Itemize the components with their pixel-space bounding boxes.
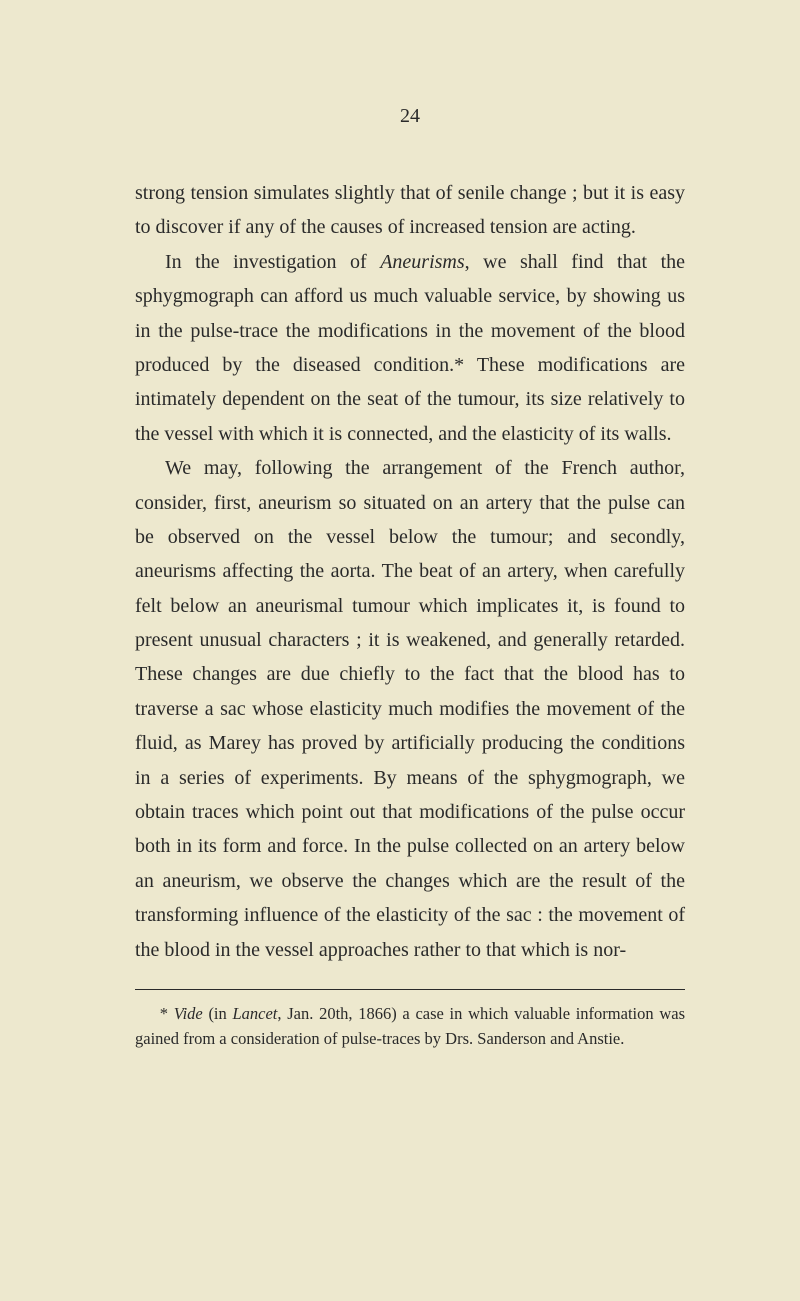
page-number: 24 (135, 105, 685, 128)
paragraph-1: strong tension simulates slightly that o… (135, 176, 685, 245)
paragraph-3: We may, following the arrangement of the… (135, 451, 685, 967)
body-text: strong tension simulates slightly that o… (135, 176, 685, 967)
footnote-divider (135, 989, 685, 990)
document-page: 24 strong tension simulates slightly tha… (0, 0, 800, 1111)
paragraph-2: In the investigation of Aneurisms, we sh… (135, 245, 685, 451)
footnote: * Vide (in Lancet, Jan. 20th, 1866) a ca… (135, 1002, 685, 1052)
